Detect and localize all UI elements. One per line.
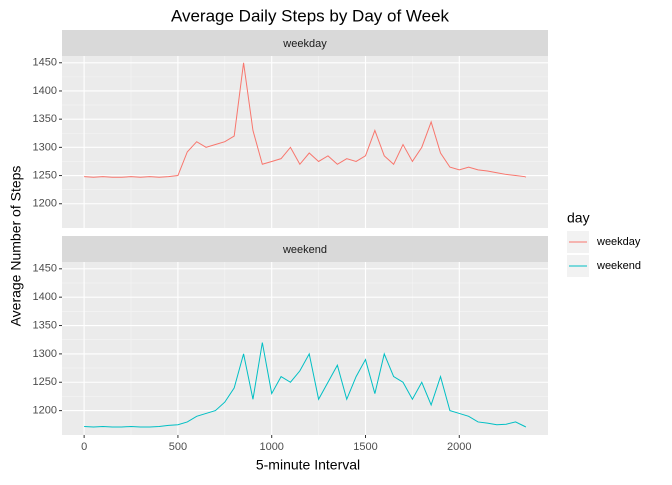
y-tick-label: 1200 <box>33 198 57 210</box>
y-tick-label: 1350 <box>33 319 57 331</box>
y-tick-label: 1350 <box>33 113 57 125</box>
x-axis-label: 5-minute Interval <box>256 457 360 473</box>
y-tick-label: 1450 <box>33 263 57 275</box>
facet-label: weekend <box>282 244 327 256</box>
line <box>84 62 527 178</box>
facet-strip <box>62 30 548 56</box>
legend-label: weekday <box>596 236 641 248</box>
y-tick-label: 1300 <box>33 141 57 153</box>
x-tick-label: 1500 <box>353 441 377 453</box>
y-tick-label: 1450 <box>33 57 57 69</box>
y-tick-label: 1250 <box>33 169 57 181</box>
y-tick-label: 1400 <box>33 85 57 97</box>
y-tick-label: 1300 <box>33 348 57 360</box>
facet-label: weekday <box>282 38 327 50</box>
y-tick-label: 1400 <box>33 291 57 303</box>
facet-strip <box>62 236 548 262</box>
panel <box>62 56 548 228</box>
y-tick-label: 1250 <box>33 376 57 388</box>
legend-label: weekend <box>596 260 641 272</box>
x-tick-label: 2000 <box>447 441 471 453</box>
line <box>84 342 527 428</box>
panel <box>62 262 548 435</box>
y-tick-label: 1200 <box>33 405 57 417</box>
y-axis-label: Average Number of Steps <box>8 166 24 327</box>
legend-title: day <box>567 210 590 226</box>
x-tick-label: 500 <box>169 441 187 453</box>
x-tick-label: 0 <box>81 441 87 453</box>
chart-title: Average Daily Steps by Day of Week <box>171 6 450 25</box>
x-tick-label: 1000 <box>259 441 283 453</box>
